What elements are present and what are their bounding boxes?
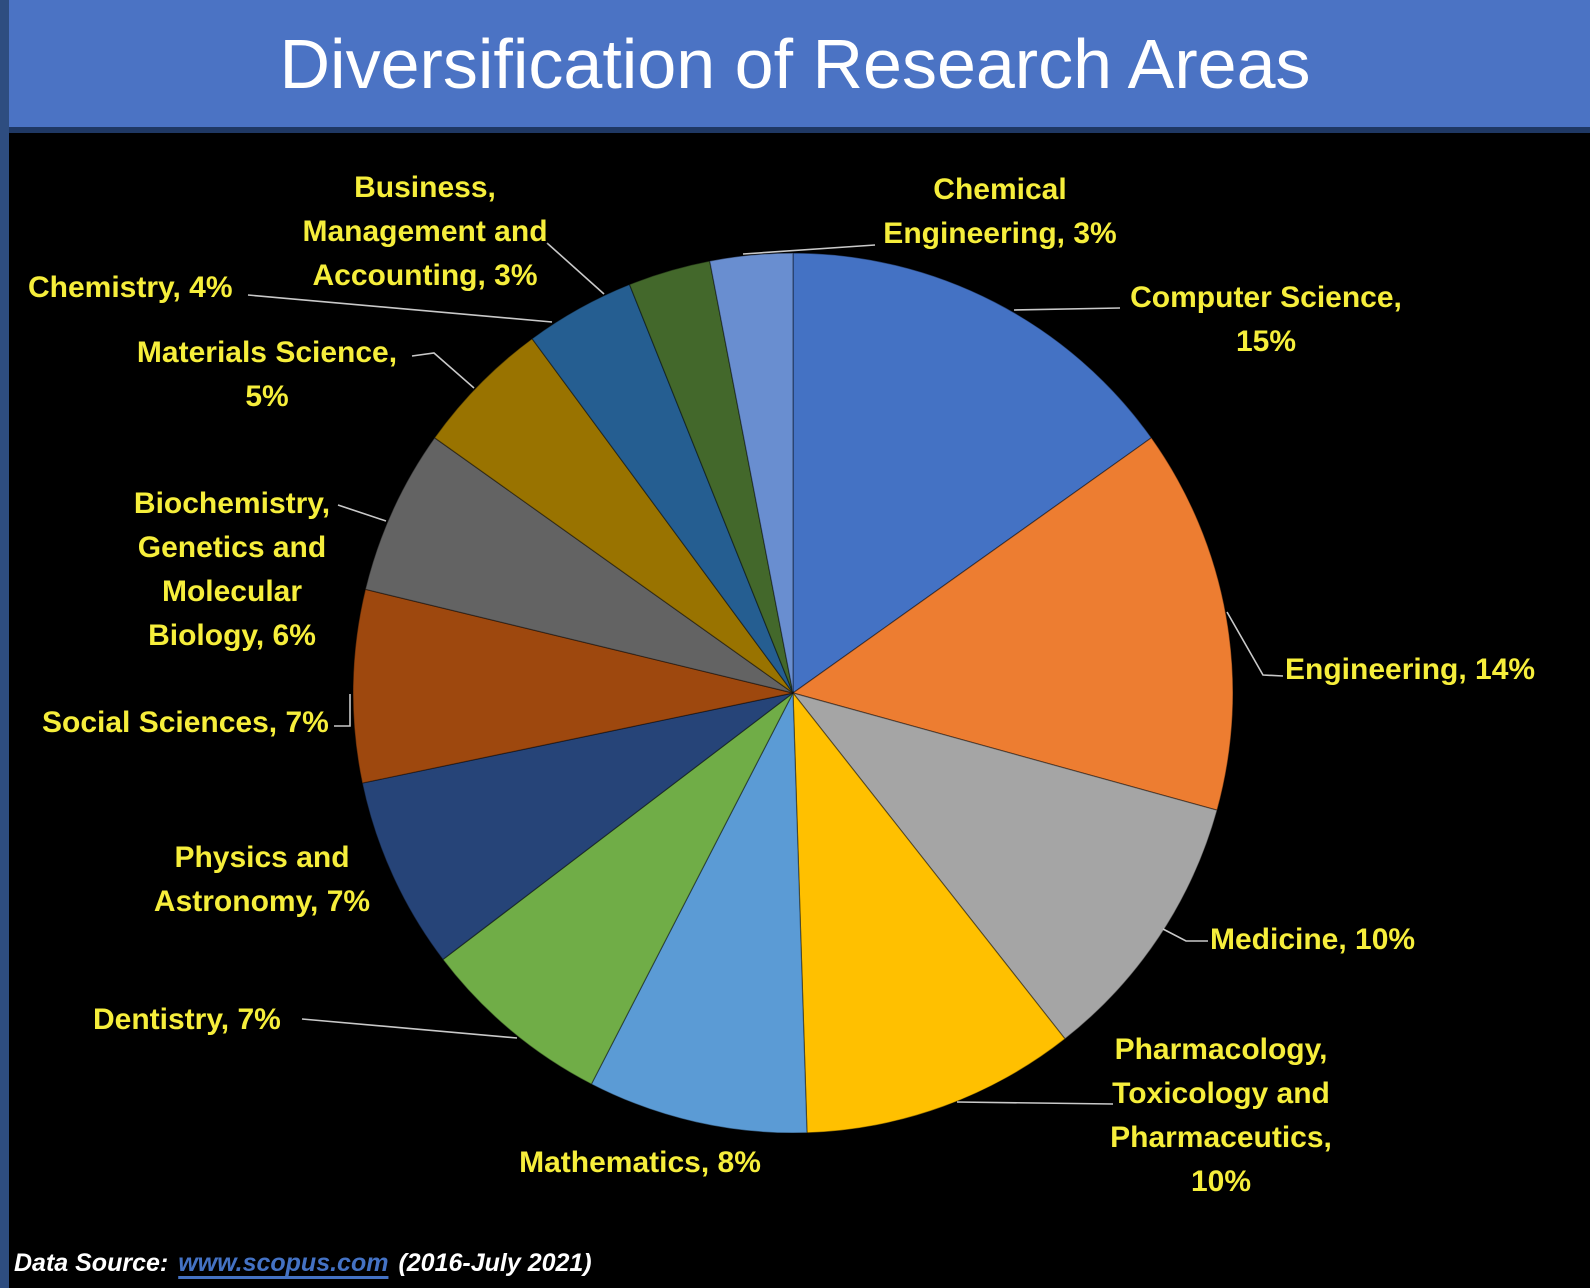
pie-slice-engineering [791, 436, 1234, 811]
slice-label-line: Social Sciences, 7% [42, 706, 329, 739]
slice-label-mathematics: Mathematics, 8% [519, 1141, 761, 1185]
left-edge-strip [0, 0, 9, 1288]
slice-label-line: Mathematics, 8% [519, 1146, 761, 1179]
pie-slice-dentistry [442, 692, 794, 1085]
leader-line [546, 242, 605, 295]
slice-label-line: Computer Science, [1130, 281, 1402, 314]
slice-label-line: Dentistry, 7% [93, 1003, 281, 1036]
slice-label-line: Biology, 6% [148, 619, 316, 652]
leader-line [301, 1018, 518, 1039]
slice-label-line: Pharmaceutics, [1110, 1121, 1332, 1154]
slice-label-chemical-engineering: Chemical Engineering, 3% [883, 168, 1116, 256]
slice-label-computer-science: Computer Science, 15% [1130, 276, 1402, 364]
data-source-period: (2016-July 2021) [398, 1249, 592, 1277]
slice-label-engineering: Engineering, 14% [1285, 648, 1535, 692]
pie-slice-social-sciences [352, 588, 794, 784]
pie-slice-chemistry [531, 283, 794, 694]
leader-line [1162, 928, 1208, 942]
pie-slice-business-management-and-accounting [628, 260, 794, 694]
chart-area: Computer Science, 15% Engineering, 14% Medi… [0, 133, 1590, 1288]
pie-slice-materials-science [433, 337, 794, 694]
slice-label-line: Pharmacology, [1114, 1033, 1328, 1066]
slice-label-line: Materials Science, [136, 336, 398, 369]
slice-label-line: Biochemistry, [133, 487, 331, 520]
leader-line [956, 1101, 1114, 1105]
slice-label-line: Physics and [174, 841, 350, 874]
slice-label-business-management-and-accounting: Business, Management and Accounting, 3% [302, 166, 547, 298]
leader-line [337, 504, 387, 522]
slice-label-line: Toxicology and [1112, 1077, 1330, 1110]
slice-label-line: Chemical [933, 173, 1067, 206]
data-source-link[interactable]: www.scopus.com [178, 1249, 389, 1277]
slice-label-physics-and-astronomy: Physics and Astronomy, 7% [154, 836, 370, 924]
slice-label-pharmacology-toxicology-and-pharmaceutics: Pharmacology, Toxicology and Pharmaceutics… [1110, 1028, 1332, 1204]
slice-label-line: Medicine, 10% [1210, 923, 1416, 956]
pie-slice-chemical-engineering [708, 252, 794, 694]
leader-line [1013, 307, 1121, 311]
leader-line [334, 694, 351, 727]
slice-label-medicine: Medicine, 10% [1210, 918, 1415, 962]
slice-label-line: Genetics and [137, 531, 327, 564]
pie-slice-computer-science [792, 252, 1153, 695]
leader-line [1226, 611, 1284, 677]
slice-label-line: 5% [245, 380, 289, 413]
pie-chart-svg [247, 242, 1284, 1134]
pie-slice-physics-and-astronomy [361, 692, 794, 961]
pie-slice-mathematics [590, 690, 808, 1134]
slice-label-line: Management and [302, 215, 548, 248]
slice-label-chemistry: Chemistry, 4% [28, 266, 233, 310]
pie-slice-biochemistry-genetics-and-molecular-biology [364, 436, 794, 694]
slice-label-line: 10% [1190, 1165, 1252, 1198]
leader-line [411, 352, 475, 389]
slice-label-social-sciences: Social Sciences, 7% [42, 701, 329, 745]
slice-label-line: Engineering, 3% [883, 217, 1117, 250]
page-title: Diversification of Research Areas [279, 24, 1311, 103]
slice-label-line: Accounting, 3% [312, 259, 538, 292]
slice-label-dentistry: Dentistry, 7% [93, 998, 281, 1042]
slice-label-biochemistry-genetics-and-molecular-biology: Biochemistry, Genetics and Molecular Biolog… [134, 482, 330, 658]
slice-label-line: Chemistry, 4% [28, 271, 233, 304]
pie-slice-pharmacology-toxicology-and-pharmaceutics [792, 691, 1066, 1134]
data-source: Data Source: www.scopus.com (2016-July 202… [14, 1249, 592, 1278]
leader-line [742, 244, 876, 255]
slice-label-line: Business, [354, 171, 496, 204]
slice-label-line: Astronomy, 7% [153, 885, 371, 918]
leader-line [247, 294, 553, 323]
slice-label-line: Molecular [161, 575, 303, 608]
title-banner: Diversification of Research Areas [0, 0, 1590, 133]
slice-label-line: Engineering, 14% [1285, 653, 1536, 686]
slice-label-materials-science: Materials Science, 5% [137, 331, 397, 419]
data-source-label: Data Source: [14, 1249, 169, 1277]
pie-slice-medicine [791, 691, 1218, 1040]
slice-label-line: 15% [1235, 325, 1297, 358]
